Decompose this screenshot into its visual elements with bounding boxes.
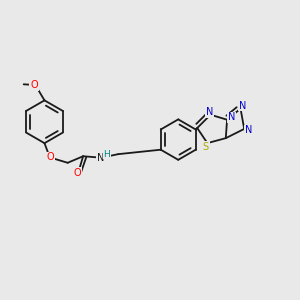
- Text: N: N: [206, 107, 213, 117]
- Text: H: H: [103, 150, 110, 159]
- Text: S: S: [203, 142, 209, 152]
- Text: N: N: [245, 125, 252, 135]
- Text: O: O: [74, 168, 81, 178]
- Text: N: N: [97, 153, 105, 163]
- Text: O: O: [30, 80, 38, 90]
- Text: O: O: [46, 152, 54, 162]
- Text: N: N: [228, 112, 236, 122]
- Text: N: N: [239, 101, 247, 111]
